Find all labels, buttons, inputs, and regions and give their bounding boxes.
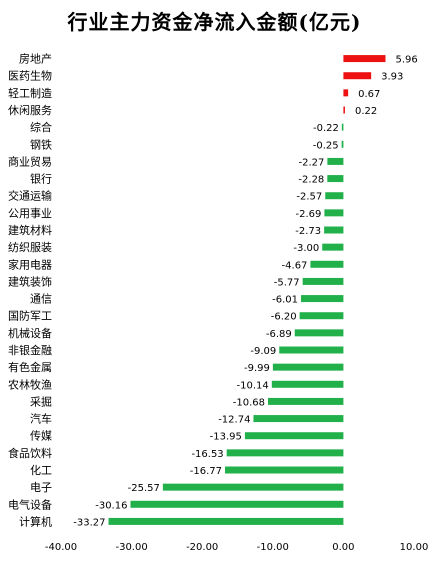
x-tick-label: -10.00 xyxy=(257,542,289,553)
bar xyxy=(343,55,386,63)
category-label: 化工 xyxy=(30,463,52,477)
bar xyxy=(226,449,344,457)
category-label: 有色金属 xyxy=(8,360,52,374)
category-label: 机械设备 xyxy=(8,326,52,340)
bar xyxy=(341,140,344,148)
data-label: -2.27 xyxy=(298,157,324,168)
data-label: -6.89 xyxy=(266,329,292,340)
data-label: -10.68 xyxy=(233,397,265,408)
bar xyxy=(325,192,344,200)
data-label: -6.01 xyxy=(272,295,298,306)
data-label: -9.99 xyxy=(244,363,270,374)
category-label: 建筑装饰 xyxy=(8,274,52,288)
category-label: 休闲服务 xyxy=(8,103,52,117)
bar xyxy=(279,346,344,354)
bar xyxy=(225,466,344,474)
x-tick-label: -30.00 xyxy=(115,542,147,553)
x-tick-label: 10.00 xyxy=(400,542,429,553)
x-tick-label: -20.00 xyxy=(186,542,218,553)
data-label: -2.57 xyxy=(296,192,322,203)
category-label: 银行 xyxy=(30,172,52,186)
bar xyxy=(310,260,344,268)
category-label: 公用事业 xyxy=(8,207,52,220)
bar xyxy=(341,123,344,131)
data-label: -13.95 xyxy=(210,432,242,443)
bar xyxy=(324,209,344,217)
category-label: 纺织服装 xyxy=(8,240,52,254)
category-label: 非银金融 xyxy=(8,343,52,357)
bar xyxy=(267,397,344,405)
data-label: -10.14 xyxy=(237,380,269,391)
category-label: 建筑材料 xyxy=(8,223,52,237)
bar xyxy=(300,295,344,303)
data-label: -0.25 xyxy=(313,140,339,151)
category-label: 采掘 xyxy=(30,394,52,408)
data-label: 5.96 xyxy=(395,55,417,66)
category-label: 计算机 xyxy=(19,514,52,528)
data-label: -30.16 xyxy=(95,500,127,511)
category-label: 房地产 xyxy=(19,52,52,66)
bar xyxy=(253,415,344,423)
bar xyxy=(108,517,344,525)
category-label: 农林牧渔 xyxy=(8,377,52,391)
bar xyxy=(299,312,344,320)
category-label: 汽车 xyxy=(30,412,52,426)
category-label: 家用电器 xyxy=(8,257,52,271)
bar xyxy=(272,363,344,371)
data-label: -3.00 xyxy=(293,243,319,254)
bar xyxy=(327,157,344,165)
data-label: 3.93 xyxy=(381,72,403,83)
data-label: -25.57 xyxy=(128,483,160,494)
data-label: -2.73 xyxy=(295,226,321,237)
category-label: 电气设备 xyxy=(8,497,52,511)
category-label: 食品饮料 xyxy=(8,446,52,460)
data-label: -12.74 xyxy=(218,415,250,426)
bar xyxy=(343,89,349,97)
chart-title: 行业主力资金净流入金额(亿元) xyxy=(67,10,362,34)
bar xyxy=(302,277,344,285)
category-label: 传媒 xyxy=(30,430,52,443)
category-label: 电子 xyxy=(30,481,52,494)
category-label: 商业贸易 xyxy=(8,154,52,168)
category-label: 医药生物 xyxy=(8,69,52,83)
data-label: -5.77 xyxy=(274,277,300,288)
data-label: -2.28 xyxy=(298,175,324,186)
data-label: -6.20 xyxy=(271,312,297,323)
x-tick-label: 0.00 xyxy=(332,542,354,553)
data-label: -4.67 xyxy=(282,260,308,271)
bar xyxy=(324,226,344,234)
data-label: -2.69 xyxy=(296,209,322,220)
bar xyxy=(343,106,345,114)
category-label: 交通运输 xyxy=(8,189,52,203)
data-label: -16.53 xyxy=(191,449,223,460)
category-label: 国防军工 xyxy=(8,309,52,323)
category-label: 钢铁 xyxy=(30,138,52,151)
bar xyxy=(271,380,344,388)
bar xyxy=(244,432,344,440)
bar xyxy=(343,72,372,80)
bar xyxy=(130,500,344,508)
category-label: 轻工制造 xyxy=(8,86,52,100)
category-label: 综合 xyxy=(30,120,52,134)
bar xyxy=(294,329,344,337)
bar xyxy=(322,243,344,251)
x-tick-label: -40.00 xyxy=(45,542,77,553)
data-label: -33.27 xyxy=(73,517,105,528)
data-label: 0.67 xyxy=(358,89,380,100)
data-label: -9.09 xyxy=(250,346,276,357)
category-label: 通信 xyxy=(30,293,52,306)
data-label: -0.22 xyxy=(313,123,339,134)
bar xyxy=(162,483,344,491)
data-label: -16.77 xyxy=(190,466,222,477)
bar xyxy=(327,175,344,183)
data-label: 0.22 xyxy=(355,106,377,117)
